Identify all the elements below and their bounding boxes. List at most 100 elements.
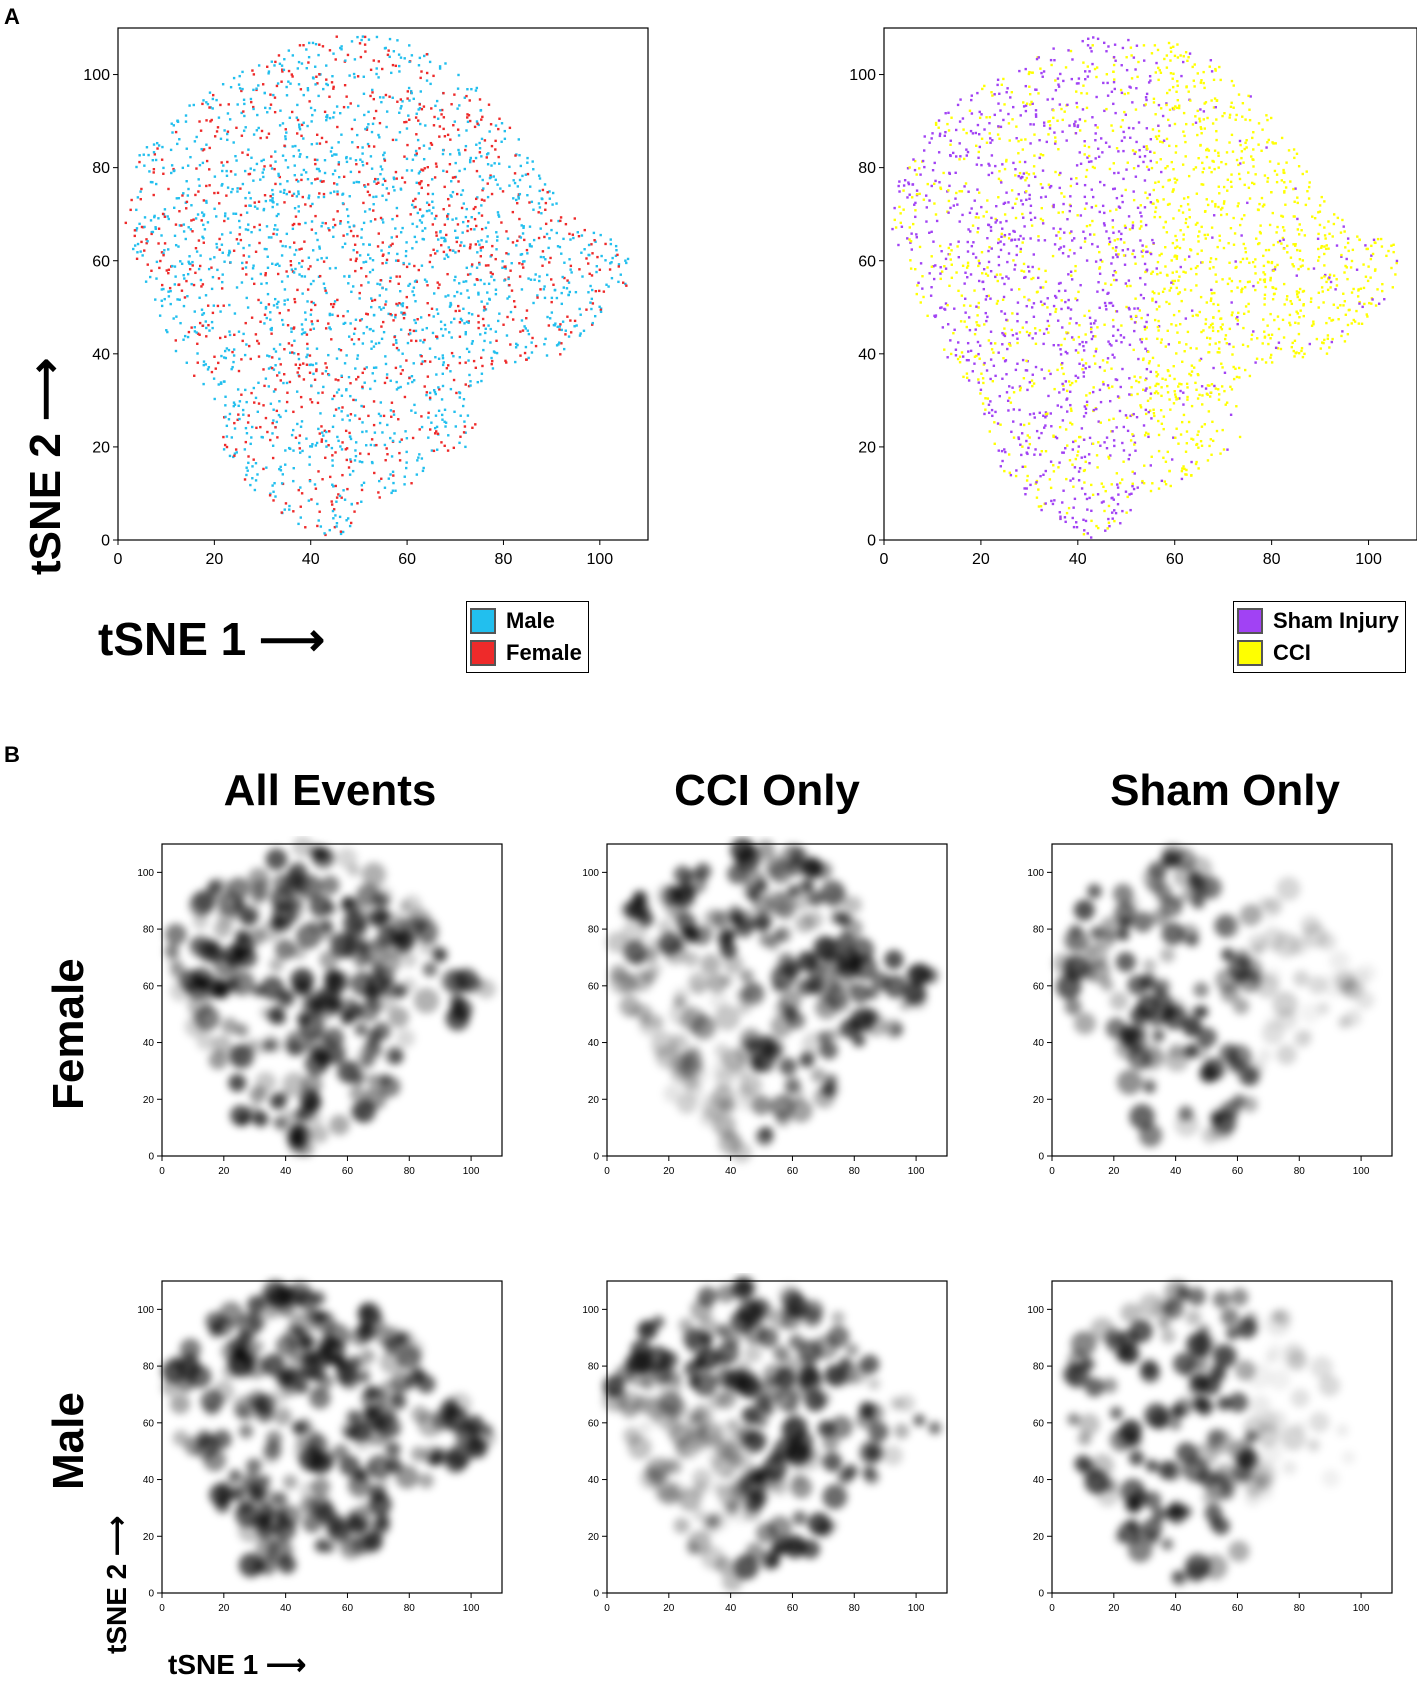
scatter-point — [394, 366, 398, 370]
scatter-point — [306, 88, 310, 92]
scatter-point — [464, 330, 467, 334]
scatter-point — [566, 315, 569, 318]
scatter-point — [200, 147, 203, 151]
scatter-point — [348, 225, 351, 229]
scatter-point — [1177, 106, 1181, 110]
scatter-point — [976, 314, 979, 317]
scatter-point — [1173, 54, 1177, 58]
scatter-point — [1293, 339, 1297, 343]
scatter-point — [457, 134, 461, 137]
scatter-point — [1144, 96, 1148, 99]
scatter-point — [153, 153, 157, 156]
scatter-point — [1044, 411, 1048, 414]
scatter-point — [1116, 486, 1120, 489]
scatter-point — [983, 361, 986, 365]
scatter-point — [1058, 511, 1061, 514]
scatter-point — [320, 225, 323, 228]
scatter-point — [1039, 286, 1042, 289]
scatter-point — [1176, 106, 1179, 110]
scatter-point — [481, 178, 484, 182]
scatter-point — [337, 163, 340, 166]
scatter-point — [205, 119, 208, 122]
scatter-point — [1103, 323, 1106, 326]
scatter-point — [1246, 201, 1249, 205]
scatter-point — [1379, 237, 1383, 241]
scatter-point — [347, 466, 351, 469]
scatter-point — [306, 342, 309, 346]
scatter-point — [322, 180, 325, 183]
scatter-point — [1263, 280, 1266, 284]
scatter-point — [297, 357, 301, 361]
scatter-point — [220, 161, 223, 164]
scatter-point — [428, 391, 432, 395]
scatter-point — [1149, 79, 1152, 82]
scatter-point — [1172, 168, 1175, 171]
scatter-point — [1107, 455, 1110, 459]
scatter-point — [981, 272, 984, 275]
scatter-point — [217, 116, 221, 119]
scatter-point — [369, 257, 372, 260]
scatter-point — [232, 76, 236, 80]
scatter-point — [1320, 244, 1323, 248]
scatter-point — [1193, 85, 1196, 88]
scatter-point — [495, 248, 498, 251]
scatter-point — [1145, 245, 1148, 248]
scatter-point — [1146, 313, 1149, 317]
scatter-point — [506, 237, 510, 240]
scatter-point — [389, 276, 392, 280]
scatter-point — [1060, 363, 1063, 366]
scatter-point — [611, 256, 614, 260]
scatter-point — [212, 377, 216, 380]
scatter-point — [247, 455, 250, 458]
scatter-point — [362, 92, 366, 96]
scatter-point — [327, 227, 330, 230]
scatter-point — [516, 343, 519, 347]
scatter-point — [291, 194, 294, 197]
scatter-point — [532, 168, 535, 171]
scatter-point — [1017, 193, 1020, 196]
scatter-point — [1324, 247, 1328, 251]
scatter-point — [438, 388, 441, 391]
scatter-point — [464, 431, 467, 434]
scatter-point — [182, 223, 186, 226]
scatter-point — [1132, 167, 1136, 170]
scatter-point — [553, 324, 556, 327]
scatter-point — [1134, 297, 1137, 300]
scatter-point — [385, 373, 389, 376]
scatter-point — [1163, 57, 1166, 61]
scatter-point — [474, 89, 478, 92]
scatter-point — [338, 515, 342, 519]
scatter-point — [493, 278, 496, 282]
scatter-point — [372, 59, 375, 62]
scatter-point — [1261, 342, 1264, 345]
scatter-point — [910, 232, 913, 235]
scatter-point — [512, 179, 515, 182]
scatter-point — [1202, 81, 1205, 85]
scatter-point — [1230, 133, 1234, 137]
scatter-point — [221, 273, 224, 276]
scatter-point — [394, 489, 397, 492]
scatter-point — [989, 141, 992, 144]
scatter-point — [274, 388, 277, 391]
scatter-point — [466, 88, 469, 91]
scatter-point — [189, 228, 193, 231]
scatter-point — [1192, 168, 1196, 171]
scatter-point — [360, 488, 364, 492]
scatter-point — [199, 254, 202, 257]
scatter-point — [921, 287, 924, 290]
scatter-point — [446, 197, 450, 201]
scatter-point — [310, 300, 313, 304]
scatter-point — [346, 233, 349, 236]
scatter-point — [1327, 277, 1331, 281]
scatter-point — [1157, 292, 1161, 295]
scatter-point — [1295, 274, 1298, 277]
scatter-point — [988, 245, 991, 249]
scatter-point — [977, 259, 981, 263]
scatter-point — [223, 356, 226, 359]
scatter-point — [138, 222, 141, 226]
scatter-point — [1087, 160, 1091, 164]
scatter-point — [187, 187, 190, 191]
scatter-point — [464, 445, 467, 449]
scatter-point — [462, 280, 465, 283]
scatter-point — [381, 183, 385, 186]
